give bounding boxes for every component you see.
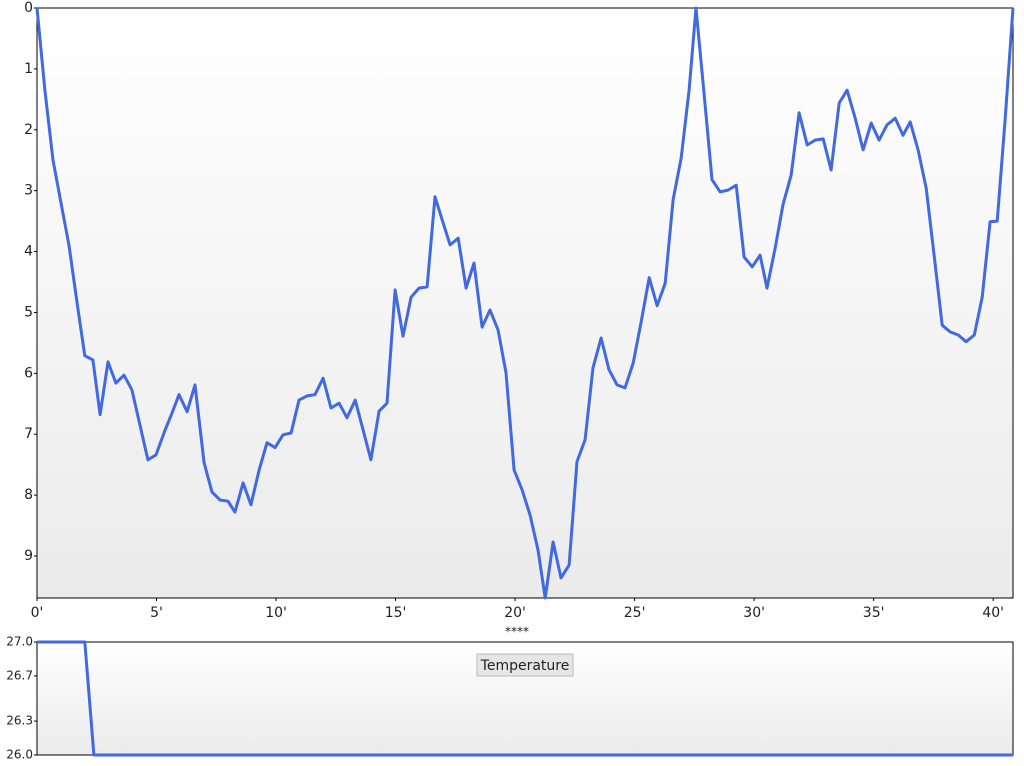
- x-tick-label: 15': [385, 605, 407, 621]
- chart-title: Temperature: [480, 658, 570, 674]
- x-tick-label: 35': [863, 605, 885, 621]
- x-tick-label: 10': [265, 605, 287, 621]
- y-tick-label: 1: [24, 61, 33, 77]
- x-tick-label: 5': [150, 605, 163, 621]
- plot-area: [36, 7, 1014, 599]
- y-tick-label: 26.0: [6, 748, 33, 762]
- series-line: [35, 6, 1015, 600]
- y-tick-label: 8: [24, 487, 33, 503]
- y-tick-label: 26.3: [6, 714, 33, 728]
- title-box: [476, 653, 574, 677]
- y-tick-label: 3: [24, 183, 33, 199]
- y-tick-label: 6: [24, 365, 33, 381]
- x-tick-label: 20': [504, 605, 526, 621]
- y-tick-label: 26.7: [6, 668, 33, 682]
- y-tick-label: 2: [24, 122, 33, 138]
- x-tick-label: 40': [982, 605, 1004, 621]
- y-tick-label: 5: [24, 304, 33, 320]
- x-tick-label: 25': [624, 605, 646, 621]
- series-line: [37, 640, 1013, 757]
- splitter-handle[interactable]: ****: [505, 625, 529, 639]
- y-tick-label: 4: [24, 244, 33, 260]
- y-tick-label: 7: [24, 426, 33, 442]
- x-tick-label: 0': [31, 605, 44, 621]
- y-tick-label: 9: [24, 548, 33, 564]
- y-tick-label: 0: [24, 0, 33, 16]
- y-tick-label: 27.0: [6, 635, 33, 649]
- x-tick-label: 30': [743, 605, 765, 621]
